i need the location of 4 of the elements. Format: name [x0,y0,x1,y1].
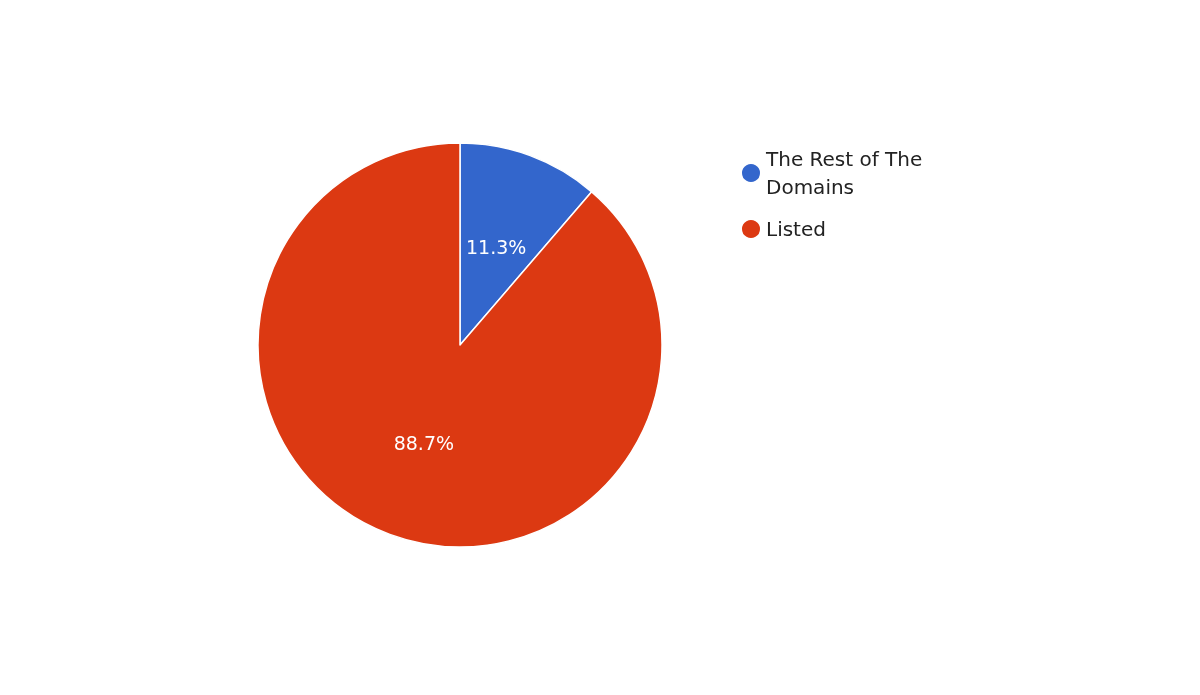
legend-label: The Rest of The Domains [765,147,929,199]
data-label: 11.3% [465,236,527,259]
data-label: 88.7% [393,431,455,454]
legend-label: Listed [766,217,826,241]
